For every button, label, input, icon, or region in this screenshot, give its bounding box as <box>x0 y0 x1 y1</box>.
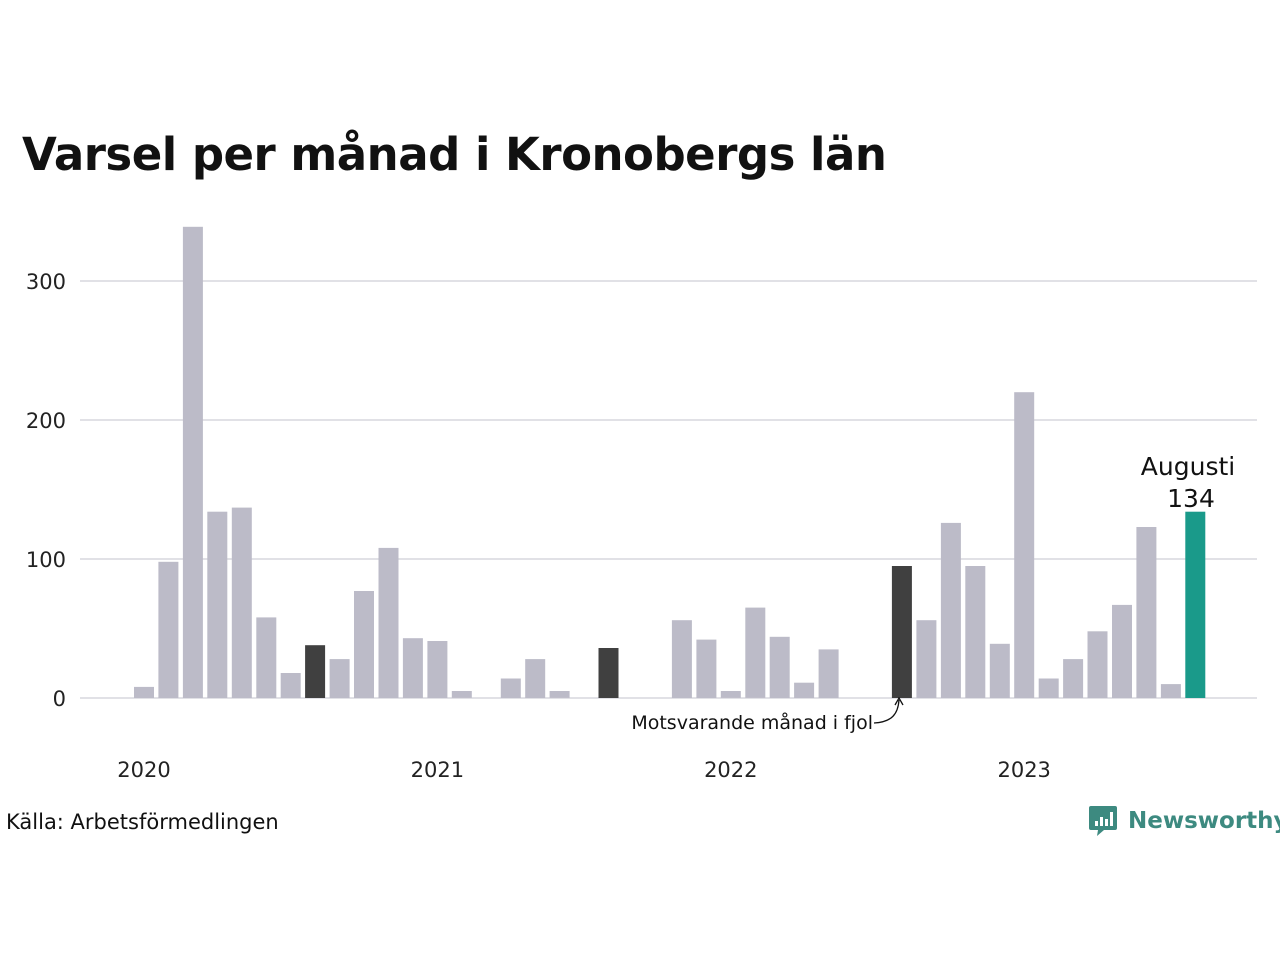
bar-2021-05 <box>525 659 546 698</box>
bar-2020-09 <box>329 659 350 698</box>
bar-2021-04 <box>500 678 521 698</box>
x-axis: 2020 2021 2022 2023 <box>117 758 1051 782</box>
same-month-note: Motsvarande månad i fjol <box>631 711 873 734</box>
bar-2023-06 <box>1136 527 1157 698</box>
bar-2023-08 <box>1185 511 1206 698</box>
bar-2022-09 <box>916 620 937 698</box>
current-month-label: Augusti <box>1141 452 1235 481</box>
bar-2020-04 <box>207 511 228 698</box>
y-axis: 0 100 200 300 <box>26 270 66 711</box>
brand-logo: Newsworthy <box>1088 804 1280 838</box>
bar-2023-04 <box>1087 631 1108 698</box>
bar-2023-07 <box>1160 684 1181 698</box>
bar-2022-02 <box>745 607 766 698</box>
x-tick-label: 2020 <box>117 758 170 782</box>
bars <box>134 226 1206 699</box>
bar-2022-03 <box>769 636 790 698</box>
bar-2023-05 <box>1112 604 1132 698</box>
bar-2020-06 <box>256 617 277 698</box>
chat-bar-chart-icon <box>1089 806 1117 836</box>
bar-2022-10 <box>940 522 961 698</box>
bar-2022-04 <box>794 682 815 698</box>
bar-2023-03 <box>1063 659 1084 698</box>
bar-2023-02 <box>1038 678 1059 698</box>
bar-2021-11 <box>671 620 692 698</box>
bar-2022-12 <box>989 643 1010 698</box>
bar-2020-05 <box>231 507 252 698</box>
bar-2020-01 <box>134 686 154 698</box>
bar-2021-08 <box>598 648 619 698</box>
x-tick-label: 2021 <box>411 758 464 782</box>
y-tick-label: 300 <box>26 270 66 294</box>
bar-2020-10 <box>354 591 374 698</box>
brand-name: Newsworthy <box>1128 808 1280 834</box>
bar-2021-12 <box>696 639 717 698</box>
bar-2022-01 <box>720 691 741 698</box>
bar-2023-01 <box>1014 392 1035 698</box>
bar-2020-11 <box>378 547 399 698</box>
bar-2022-11 <box>965 566 986 698</box>
bar-2020-07 <box>280 673 301 698</box>
current-value-label: 134 <box>1167 484 1215 513</box>
bar-2021-01 <box>427 641 448 698</box>
same-month-arrow <box>873 699 900 724</box>
bar-2021-02 <box>451 691 472 698</box>
bar-2020-03 <box>182 226 203 699</box>
bar-2020-12 <box>402 638 423 698</box>
bar-2022-05 <box>818 649 839 698</box>
y-tick-label: 0 <box>53 687 66 711</box>
source-note: Källa: Arbetsförmedlingen <box>6 810 279 834</box>
bar-2022-08 <box>891 566 912 698</box>
x-tick-label: 2023 <box>997 758 1050 782</box>
bar-2021-06 <box>549 691 570 698</box>
annotations: Augusti 134 Motsvarande månad i fjol <box>631 452 1235 734</box>
bar-2020-02 <box>158 561 179 698</box>
bar-2020-08 <box>305 645 326 698</box>
same-month-arrowhead <box>894 696 904 706</box>
chart-title: Varsel per månad i Kronobergs län <box>22 128 887 181</box>
x-tick-label: 2022 <box>704 758 757 782</box>
y-tick-label: 200 <box>26 409 66 433</box>
y-tick-label: 100 <box>26 548 66 572</box>
